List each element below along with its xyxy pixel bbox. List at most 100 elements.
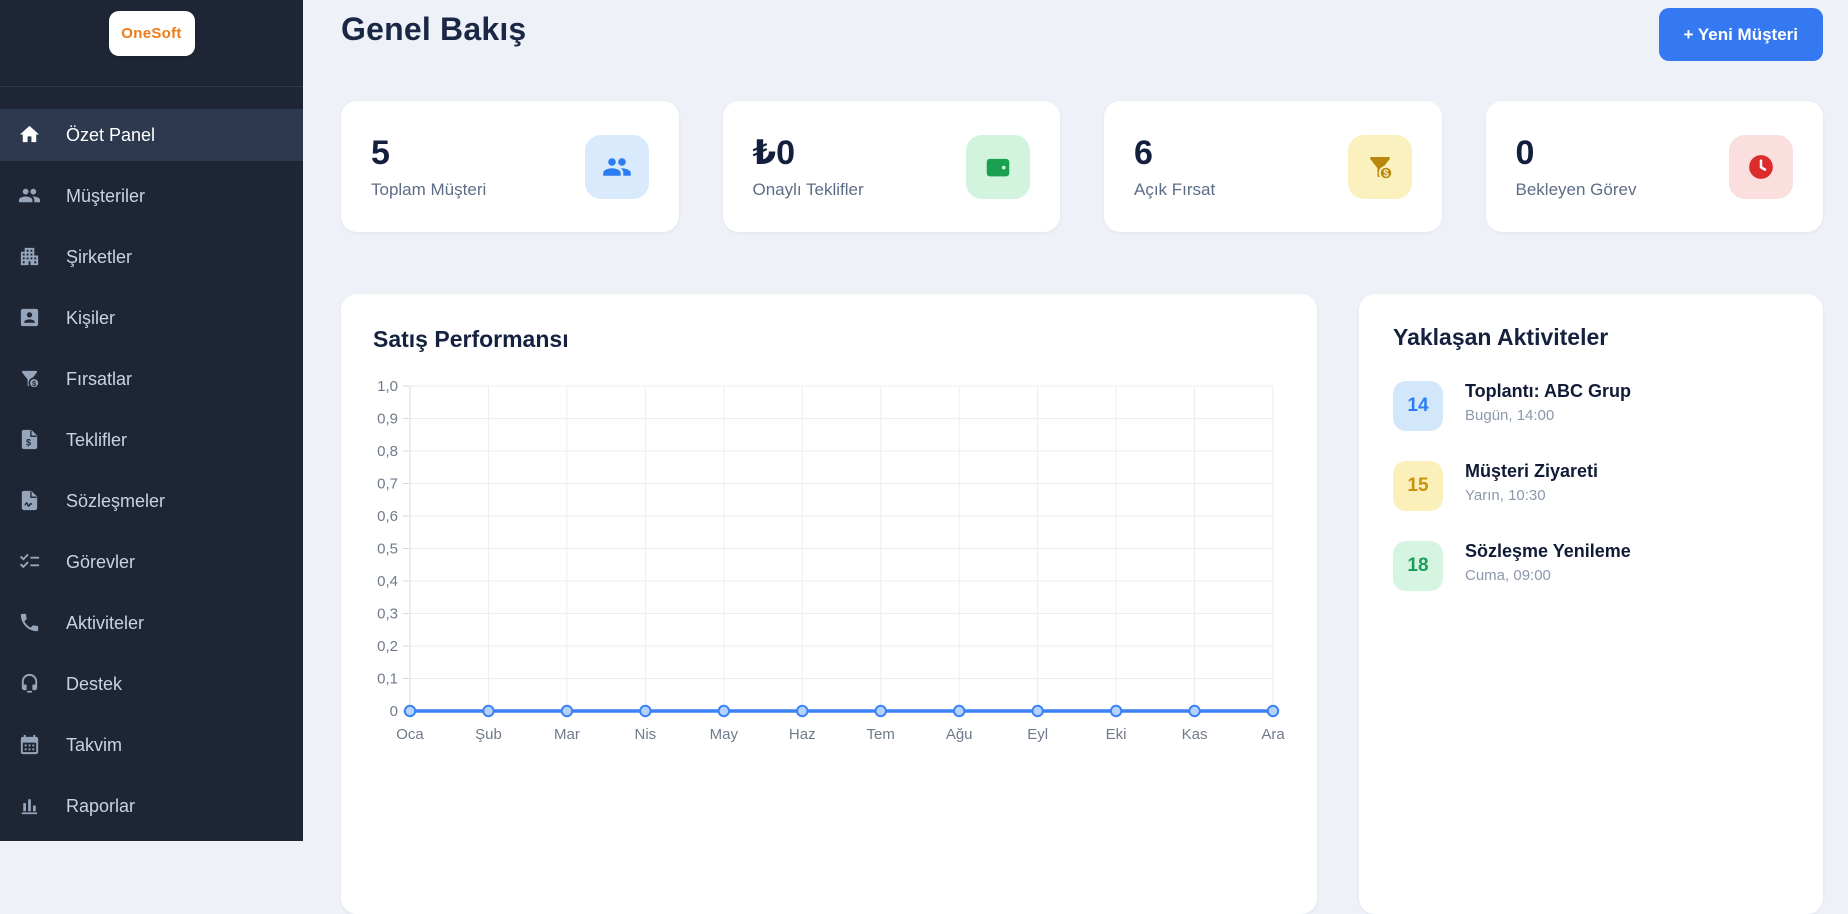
sidebar-item-firsatlar[interactable]: $ Fırsatlar bbox=[0, 353, 303, 405]
main-content: Genel Bakış + Yeni Müşteri 5 Toplam Müşt… bbox=[303, 0, 1848, 914]
svg-text:Ağu: Ağu bbox=[946, 726, 973, 743]
sidebar-item-musteriler[interactable]: Müşteriler bbox=[0, 170, 303, 222]
svg-text:Eyl: Eyl bbox=[1027, 726, 1048, 743]
svg-text:0,4: 0,4 bbox=[377, 573, 398, 590]
sidebar-item-ozet-panel[interactable]: Özet Panel bbox=[0, 109, 303, 161]
svg-text:Kas: Kas bbox=[1182, 726, 1208, 743]
funnel-dollar-icon: $ bbox=[18, 367, 42, 391]
sidebar-item-label: Raporlar bbox=[66, 795, 136, 816]
upcoming-activities-card: Yaklaşan Aktiviteler 14 Toplantı: ABC Gr… bbox=[1359, 294, 1823, 914]
svg-text:Nis: Nis bbox=[635, 726, 657, 743]
svg-text:Ara: Ara bbox=[1261, 726, 1285, 743]
activity-time: Yarın, 10:30 bbox=[1465, 487, 1546, 504]
activities-list: 14 Toplantı: ABC Grup Bugün, 14:00 15 Mü… bbox=[1393, 381, 1789, 591]
page-title: Genel Bakış bbox=[341, 11, 527, 47]
svg-text:0,7: 0,7 bbox=[377, 476, 398, 493]
svg-text:0,3: 0,3 bbox=[377, 606, 398, 623]
activity-item[interactable]: 18 Sözleşme Yenileme Cuma, 09:00 bbox=[1393, 541, 1789, 591]
svg-text:$: $ bbox=[32, 379, 37, 388]
phone-icon bbox=[18, 611, 42, 635]
sidebar-item-label: Kişiler bbox=[66, 307, 116, 328]
activity-time: Bugün, 14:00 bbox=[1465, 407, 1555, 424]
activity-day-badge: 18 bbox=[1393, 541, 1443, 591]
sidebar-item-takvim[interactable]: Takvim bbox=[0, 719, 303, 771]
stat-card: 6 Açık Fırsat $ bbox=[1104, 101, 1442, 232]
content-row: Satış Performansı 1,0 0,9 0,8 0,7 0,6 0,5 0,4 0… bbox=[341, 294, 1823, 914]
stat-card: 0 Bekleyen Görev bbox=[1485, 101, 1823, 232]
sidebar-item-destek[interactable]: Destek bbox=[0, 658, 303, 710]
header: Genel Bakış + Yeni Müşteri bbox=[341, 0, 1823, 101]
sidebar-item-aktiviteler[interactable]: Aktiviteler bbox=[0, 597, 303, 649]
svg-text:$: $ bbox=[26, 437, 31, 447]
sidebar-item-label: Aktiviteler bbox=[66, 612, 145, 633]
sidebar-item-label: Takvim bbox=[66, 734, 123, 755]
logo: OneSoft bbox=[108, 11, 195, 56]
headset-icon bbox=[18, 672, 42, 696]
new-customer-button[interactable]: + Yeni Müşteri bbox=[1658, 8, 1823, 61]
svg-text:Eki: Eki bbox=[1106, 726, 1127, 743]
svg-text:0,1: 0,1 bbox=[377, 671, 398, 688]
bar-chart-icon bbox=[18, 794, 42, 818]
sidebar-item-raporlar[interactable]: Raporlar bbox=[0, 780, 303, 832]
sales-performance-chart: 1,0 0,9 0,8 0,7 0,6 0,5 0,4 0,3 0,2 0,1 0 Oca Şub Mar… bbox=[377, 378, 1285, 743]
activity-item[interactable]: 14 Toplantı: ABC Grup Bugün, 14:00 bbox=[1393, 381, 1789, 431]
svg-text:0,8: 0,8 bbox=[377, 443, 398, 460]
activity-time: Cuma, 09:00 bbox=[1465, 567, 1551, 584]
sidebar-item-sirketler[interactable]: Şirketler bbox=[0, 231, 303, 283]
sidebar-item-label: Destek bbox=[66, 673, 123, 694]
document-signature-icon bbox=[18, 489, 42, 513]
activity-title: Sözleşme Yenileme bbox=[1465, 541, 1631, 561]
stat-value: 0 bbox=[1515, 133, 1535, 172]
clock-icon bbox=[1729, 134, 1793, 199]
stat-label: Onaylı Teklifler bbox=[752, 180, 864, 199]
sidebar-item-label: Sözleşmeler bbox=[66, 490, 166, 511]
sidebar: OneSoft Özet Panel Müşteriler Şirketler … bbox=[0, 0, 303, 841]
sidebar-item-teklifler[interactable]: $ Teklifler bbox=[0, 414, 303, 466]
svg-text:0,9: 0,9 bbox=[377, 411, 398, 428]
stat-text: 6 Açık Fırsat bbox=[1134, 134, 1215, 200]
stat-value: 6 bbox=[1134, 133, 1153, 172]
sidebar-item-label: Görevler bbox=[66, 551, 136, 572]
svg-text:May: May bbox=[710, 726, 739, 743]
checklist-icon bbox=[18, 550, 42, 574]
svg-text:1,0: 1,0 bbox=[377, 378, 398, 395]
sidebar-item-gorevler[interactable]: Görevler bbox=[0, 536, 303, 588]
activity-title: Müşteri Ziyareti bbox=[1465, 461, 1599, 481]
stats-row: 5 Toplam Müşteri ₺0 Onaylı Teklifler 6 A… bbox=[341, 101, 1823, 232]
svg-text:Oca: Oca bbox=[396, 726, 424, 743]
sales-performance-card: Satış Performansı 1,0 0,9 0,8 0,7 0,6 0,5 0,4 0… bbox=[341, 294, 1317, 914]
sidebar-item-sozlesmeler[interactable]: Sözleşmeler bbox=[0, 475, 303, 527]
stat-label: Açık Fırsat bbox=[1134, 179, 1216, 199]
home-icon bbox=[18, 123, 42, 147]
people-icon bbox=[18, 184, 42, 208]
svg-text:0,5: 0,5 bbox=[377, 541, 398, 558]
activity-item[interactable]: 15 Müşteri Ziyareti Yarın, 10:30 bbox=[1393, 461, 1789, 511]
stat-card: 5 Toplam Müşteri bbox=[341, 101, 679, 232]
stat-value: ₺0 bbox=[752, 134, 796, 172]
stat-text: ₺0 Onaylı Teklifler bbox=[753, 133, 864, 200]
activities-title: Yaklaşan Aktiviteler bbox=[1393, 324, 1609, 350]
activity-text: Sözleşme Yenileme Cuma, 09:00 bbox=[1465, 541, 1631, 584]
svg-text:Mar: Mar bbox=[554, 726, 580, 743]
wallet-icon bbox=[966, 134, 1030, 199]
sidebar-item-label: Şirketler bbox=[66, 246, 133, 267]
svg-text:Tem: Tem bbox=[867, 726, 895, 743]
document-dollar-icon: $ bbox=[18, 428, 42, 452]
activity-title: Toplantı: ABC Grup bbox=[1465, 381, 1631, 401]
funnel-dollar-icon: $ bbox=[1347, 134, 1412, 199]
sidebar-divider bbox=[0, 86, 303, 87]
svg-text:$: $ bbox=[1383, 168, 1389, 179]
activity-text: Toplantı: ABC Grup Bugün, 14:00 bbox=[1465, 381, 1631, 424]
stat-label: Bekleyen Görev bbox=[1515, 179, 1637, 199]
svg-text:0,2: 0,2 bbox=[377, 638, 398, 655]
svg-text:0: 0 bbox=[390, 703, 398, 720]
brand-logo-text: OneSoft bbox=[121, 25, 182, 42]
contact-card-icon bbox=[18, 306, 42, 330]
sidebar-nav: Özet Panel Müşteriler Şirketler Kişiler … bbox=[0, 109, 303, 841]
chart-title: Satış Performansı bbox=[373, 326, 569, 352]
stat-text: 5 Toplam Müşteri bbox=[371, 134, 486, 200]
stat-value: 5 bbox=[371, 133, 390, 172]
sidebar-item-kisiler[interactable]: Kişiler bbox=[0, 292, 303, 344]
building-icon bbox=[18, 245, 42, 269]
